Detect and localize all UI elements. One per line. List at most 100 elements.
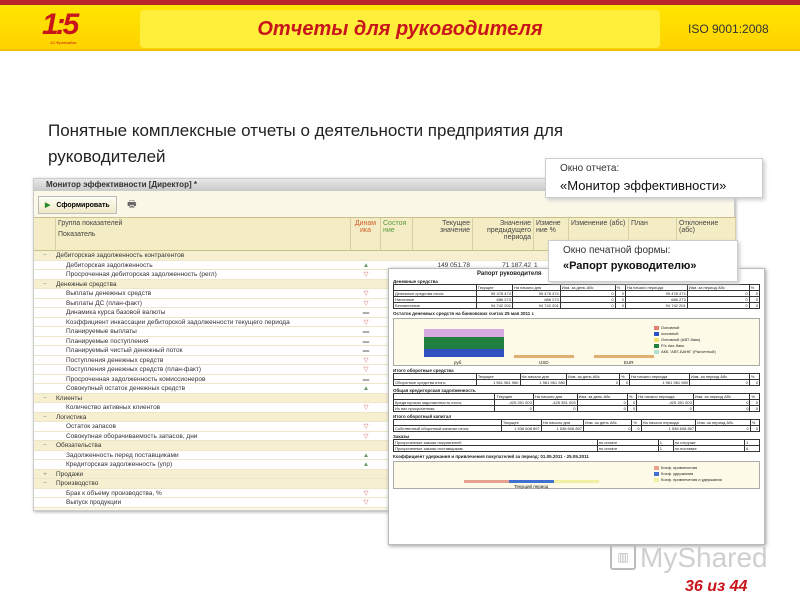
tree-line [34,327,56,336]
trend-down-icon: ▽ [363,299,369,307]
tree-line [34,365,56,374]
callout-report-window: Окно отчета: «Монитор эффективности» [545,158,763,198]
group-row[interactable]: − Денежные средства [34,279,736,289]
slide-title: Отчеты для руководителя [257,18,543,40]
category-label: руб [454,360,462,365]
table-row[interactable]: Брак к объему производства, % ▽ [34,488,736,498]
group-row[interactable]: − Клиенты [34,393,736,403]
table-row[interactable]: Планируемые поступления ▬ [34,336,736,346]
group-row[interactable]: − Производство [34,479,736,489]
cash-balance-chart: руб USD EUR Основной основной Основной (АВТ-… [393,318,760,366]
column-header[interactable]: Отклонение (абс) [677,218,736,250]
table-row[interactable]: Выплаты ДС (план-факт) ▽ [34,298,736,308]
column-header[interactable]: Изменение (абс) [569,218,629,250]
expand-toggle-icon[interactable]: − [43,413,47,421]
indicator-name: Совокупный остаток денежных средств [66,385,186,392]
table-row[interactable]: Остаток запасов ▽ [34,422,736,432]
previous-value [473,251,534,260]
chart-title: Коэффициент удержания и привлечения поку… [393,454,589,459]
table-row[interactable]: Выплаты денежных средств ▽ [34,289,736,299]
expand-toggle-icon[interactable]: − [43,280,47,288]
table-row[interactable]: Совокупный остаток денежных средств ▲ [34,384,736,394]
tree-line [34,299,56,308]
column-header[interactable]: План [629,218,677,250]
print-row: Оборотные средства итого: 1 961 961 980 1 … [393,379,761,386]
chart-legend: Основной основной Основной (АВТ-банк) Р/с А… [654,325,716,355]
table-row[interactable]: Дебиторская задолженность ▲ 149 051.78 7… [34,260,736,270]
indicator-name: Динамика курса базовой валюты [66,309,166,316]
indicator-name: Дебиторская задолженность контрагентов [56,252,185,259]
trend-eq-icon: ▬ [362,328,370,335]
table-row[interactable]: Задолженность перед поставщиками ▲ [34,450,736,460]
chart-legend: Коэф. привлечения Коэф. удержания Коэф. пр… [654,465,722,483]
tree-line [34,308,56,317]
indicator-name: Обязательства [56,442,102,449]
cell [351,280,381,289]
indicator-name: Производство [56,480,99,487]
trend-eq-icon: ▬ [362,347,370,354]
group-row[interactable]: − Обязательства [34,441,736,451]
top-bar [0,0,800,5]
print-table: Текущее На начало дня Изм. за день Абс% На … [393,284,761,309]
table-row[interactable]: Динамика курса базовой валюты ▬ [34,308,736,318]
toolbar: ▶ Сформировать 🖶 [34,191,734,215]
orders-table: Просроченные заказы покупателей: по оплат… [393,439,760,452]
tree-line [34,403,56,412]
footer: ▥ MyShared 36 из 44 [610,540,780,600]
expand-toggle-icon[interactable]: − [43,442,47,449]
column-header[interactable]: Группа показателей Показатель [56,218,351,250]
trend-down-icon: ▽ [363,318,369,326]
trend-up-icon: ▲ [362,461,370,468]
trend-down-icon: ▽ [363,432,369,440]
table-row[interactable]: Просроченная дебиторская задолженность (… [34,270,736,280]
trend-down-icon: ▽ [363,290,369,297]
indicator-name: Клиенты [56,394,83,402]
change-percent: 1 [534,261,538,269]
tree-line [34,432,56,441]
print-icon[interactable]: 🖶 [127,199,137,210]
cell [351,413,381,422]
group-row[interactable]: − Логистика [34,412,736,422]
table-row[interactable]: Планируемый чистый денежный поток ▬ [34,346,736,356]
trend-eq-icon: ▬ [362,375,370,383]
table-row[interactable]: Совокупная оборачиваемость запасов, дни … [34,431,736,441]
column-header[interactable]: Состоя ние [381,218,413,250]
indicator-name: Кредиторская задолженность (упр) [66,461,173,468]
table-row[interactable]: Количество активных клиентов ▽ [34,403,736,413]
table-row[interactable]: Коэффициент инкассации дебиторской задол… [34,317,736,327]
expand-toggle-icon[interactable]: − [43,480,47,487]
trend-down-icon: ▽ [363,499,369,506]
indicator-name: Коэффициент инкассации дебиторской задол… [66,318,290,326]
column-header[interactable]: Измене ние % [534,218,569,250]
trend-down-icon: ▽ [363,404,369,411]
column-header[interactable] [34,218,56,250]
column-header[interactable]: Значение предыдущего периода [473,218,534,250]
print-row: Наличные 686 273 686 273 0 0 686 273 0 0 [393,296,761,303]
print-section-title: Итого оборотные средства [393,368,454,373]
table-row[interactable]: Выпуск продукции ▽ [34,498,736,508]
tree-line [34,356,56,365]
expand-toggle-icon[interactable]: − [43,252,47,259]
group-row[interactable]: + Продажи [34,469,736,479]
group-row[interactable]: − Дебиторская задолженность контрагентов [34,251,736,261]
column-header[interactable]: Динам ика [351,218,381,250]
state-cell [381,251,413,260]
column-header[interactable]: Текущее значение [413,218,473,250]
bar-rub [424,329,504,337]
table-row[interactable]: Поступления денежных средств (план-факт)… [34,365,736,375]
table-row[interactable]: Поступления денежных средств ▽ [34,355,736,365]
table-row[interactable]: Просроченная задолженность комиссионеров… [34,374,736,384]
page-number: 36 из 44 [685,578,748,595]
expand-toggle-icon[interactable]: − [43,394,47,402]
current-value [413,251,473,260]
run-report-button[interactable]: ▶ Сформировать [38,196,117,214]
indicator-name: Планируемый чистый денежный поток [66,347,183,354]
table-row[interactable]: Кредиторская задолженность (упр) ▲ [34,460,736,470]
category-label: Текущий период [514,484,549,489]
expand-toggle-icon[interactable]: + [43,470,47,478]
table-row[interactable]: Планируемые выплаты ▬ [34,327,736,337]
bar-rub [424,349,504,357]
print-row: Собственный оборотный капитал итого: 1 53… [393,425,761,432]
indicators-table: Группа показателей Показатель Динам ика Сос… [34,217,736,508]
print-section-title: Общая кредиторская задолженность [393,388,476,393]
